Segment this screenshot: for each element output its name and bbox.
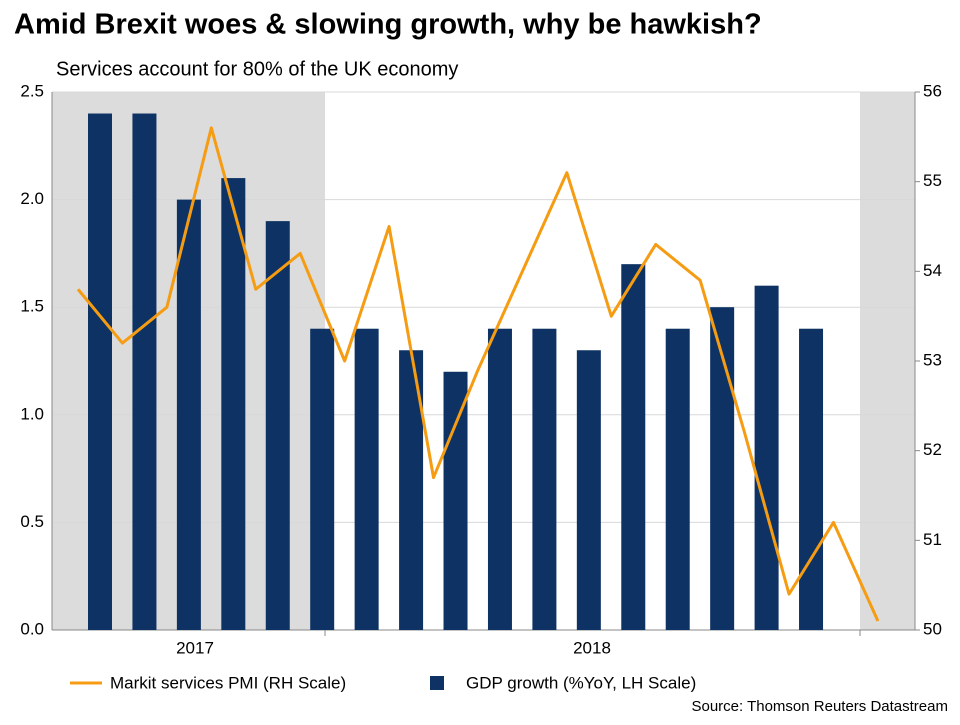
y-tick-label: 2.0 xyxy=(20,189,44,208)
y2-tick-label: 54 xyxy=(923,261,942,280)
y2-tick-label: 53 xyxy=(923,350,942,369)
y2-tick-label: 51 xyxy=(923,530,942,549)
y-tick-label: 1.5 xyxy=(20,297,44,316)
legend-swatch xyxy=(430,676,444,690)
source: Source: Thomson Reuters Datastream xyxy=(691,698,948,715)
bar xyxy=(310,328,335,630)
line xyxy=(76,126,880,622)
y-tick-label: 2.5 xyxy=(20,81,44,100)
y2-tick-label: 56 xyxy=(923,81,942,100)
y2-tick-label: 50 xyxy=(923,619,942,638)
bar xyxy=(221,178,246,630)
bar xyxy=(576,350,601,630)
bar xyxy=(487,328,512,630)
y-tick-label: 1.0 xyxy=(20,404,44,423)
chart-subtitle: Services account for 80% of the UK econo… xyxy=(56,58,458,80)
bar xyxy=(754,285,779,630)
bar xyxy=(799,328,824,630)
bar xyxy=(665,328,690,630)
bar xyxy=(265,221,290,630)
bar xyxy=(443,371,468,630)
bar xyxy=(88,113,112,630)
chart-title: Amid Brexit woes & slowing growth, why b… xyxy=(14,9,762,41)
legend-label: GDP growth (%YoY, LH Scale) xyxy=(466,673,696,692)
bar xyxy=(621,264,646,630)
y-tick-label: 0.0 xyxy=(20,619,44,638)
y2-tick-label: 52 xyxy=(923,440,942,459)
y2-tick-label: 55 xyxy=(923,171,942,190)
bar xyxy=(176,199,201,630)
legend-label: Markit services PMI (RH Scale) xyxy=(110,673,346,692)
bar xyxy=(532,328,557,630)
x-year-label: 2018 xyxy=(573,638,611,657)
bar xyxy=(132,113,157,630)
bar xyxy=(354,328,379,630)
x-year-label: 2017 xyxy=(176,638,214,657)
shaded-period xyxy=(860,92,915,630)
y-tick-label: 0.5 xyxy=(20,512,44,531)
